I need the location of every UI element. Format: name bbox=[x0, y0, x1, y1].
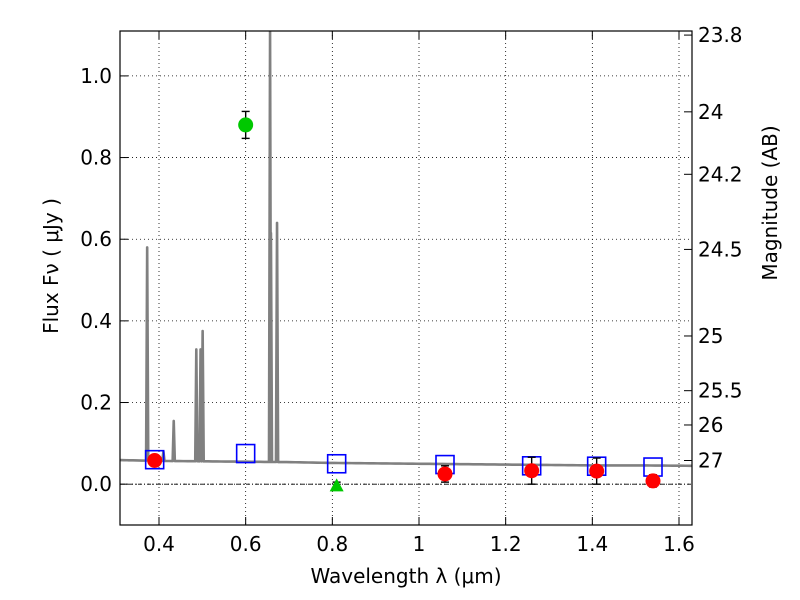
mag-tick-label: 27 bbox=[698, 448, 723, 472]
x-tick-label: 1.4 bbox=[576, 532, 608, 556]
mag-tick-label: 24.2 bbox=[698, 162, 743, 186]
y-tick-label: 0.2 bbox=[80, 391, 112, 415]
upper-limit-marker bbox=[329, 478, 344, 492]
detection-point bbox=[524, 463, 540, 479]
x-axis-title: Wavelength λ (μm) bbox=[310, 564, 501, 588]
x-tick-label: 1 bbox=[413, 532, 426, 556]
y-tick-label: 1.0 bbox=[80, 64, 112, 88]
y-axis-title: Flux Fν ( μJy ) bbox=[39, 198, 63, 334]
x-tick-label: 0.6 bbox=[230, 532, 262, 556]
detection-point bbox=[645, 473, 661, 489]
model-photometry-square bbox=[144, 449, 165, 470]
plot-area bbox=[120, 31, 692, 492]
x-tick-label: 1.2 bbox=[490, 532, 522, 556]
y-tick-label: 0.0 bbox=[80, 472, 112, 496]
mag-tick-label: 25 bbox=[698, 324, 723, 348]
model-photometry-square bbox=[235, 443, 256, 464]
spectrum-line bbox=[120, 31, 692, 468]
mag-tick-label: 24 bbox=[698, 100, 723, 124]
x-tick-label: 1.6 bbox=[663, 532, 695, 556]
y-tick-label: 0.8 bbox=[80, 146, 112, 170]
mag-tick-label: 26 bbox=[698, 413, 723, 437]
excluded-detection-point bbox=[238, 117, 254, 133]
clipped-plot bbox=[120, 31, 692, 492]
y-tick-label: 0.6 bbox=[80, 227, 112, 251]
x-tick-label: 0.8 bbox=[316, 532, 348, 556]
x-tick-label: 0.4 bbox=[143, 532, 175, 556]
mag-tick-label: 24.5 bbox=[698, 237, 743, 261]
y-tick-label: 0.4 bbox=[80, 309, 112, 333]
detection-point bbox=[589, 463, 605, 479]
model-photometry-square bbox=[326, 453, 347, 474]
y2-axis-title: Magnitude (AB) bbox=[758, 125, 782, 280]
detection-point bbox=[437, 466, 453, 482]
axes-frame bbox=[119, 30, 693, 526]
mag-tick-label: 23.8 bbox=[698, 23, 743, 47]
mag-tick-label: 25.5 bbox=[698, 379, 743, 403]
ticks: 0.4 0.6 0.8 1 1.2 1.4 1.6 0.0 0.2 0.4 0.6 0.8 1.0 23.… bbox=[80, 23, 742, 556]
detection-point bbox=[147, 452, 163, 468]
